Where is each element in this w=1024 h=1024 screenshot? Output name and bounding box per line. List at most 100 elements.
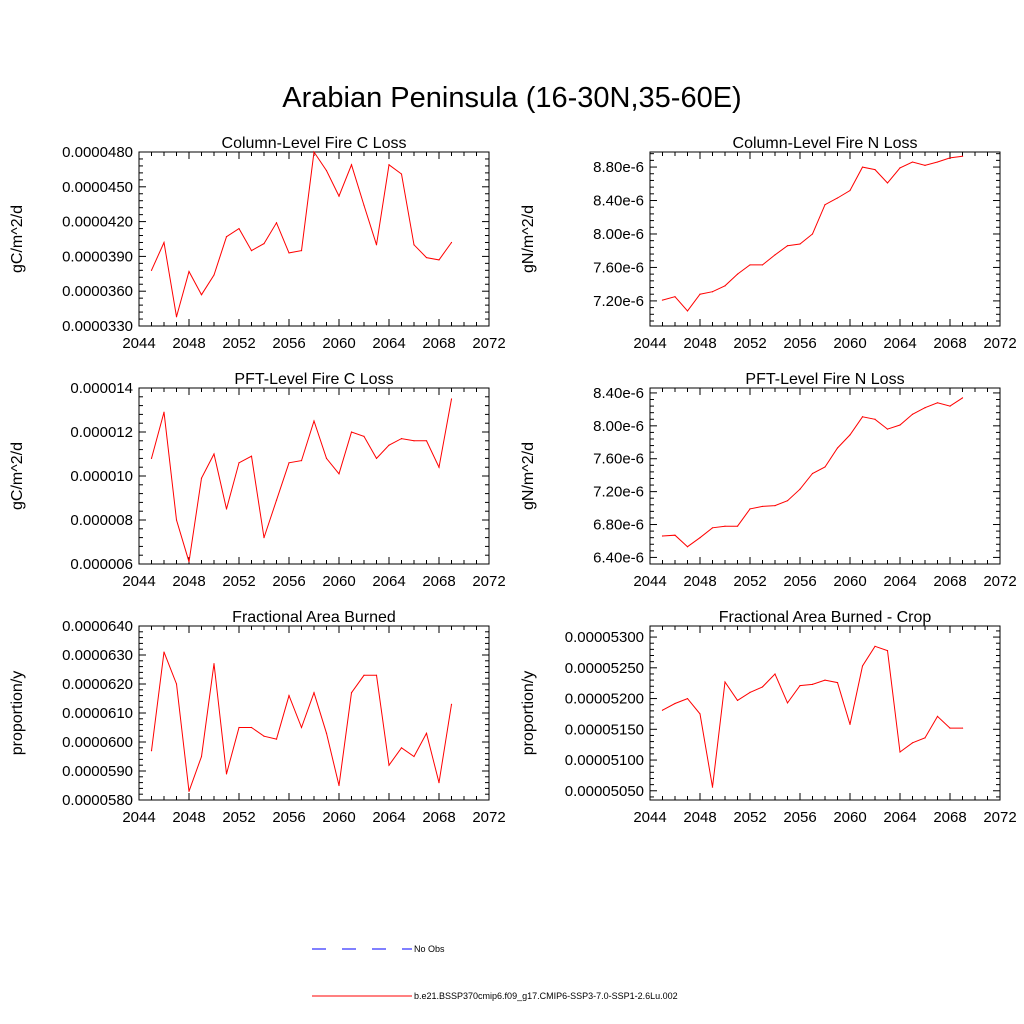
data-point — [313, 692, 315, 694]
data-point — [874, 168, 876, 171]
data-point — [300, 726, 303, 729]
data-point — [413, 244, 415, 246]
data-point — [250, 455, 253, 457]
data-point — [338, 473, 340, 475]
x-tick-label: 2068 — [933, 809, 966, 826]
y-tick-label: 0.0000420 — [62, 214, 133, 231]
x-tick-label: 2060 — [322, 335, 355, 352]
x-tick-label: 2072 — [983, 573, 1016, 590]
data-point — [438, 782, 440, 784]
data-point — [200, 755, 203, 758]
data-point — [163, 241, 165, 244]
series-line — [151, 651, 452, 792]
y-tick-label: 0.0000330 — [62, 318, 133, 335]
data-point — [911, 161, 914, 163]
data-point — [836, 197, 839, 199]
data-point — [363, 204, 365, 206]
data-point — [275, 499, 278, 501]
x-tick-label: 2068 — [422, 573, 455, 590]
x-tick-label: 2060 — [322, 573, 355, 590]
data-point — [150, 457, 153, 459]
data-point — [150, 269, 153, 271]
data-point — [263, 243, 265, 245]
y-tick-label: 0.0000640 — [62, 618, 133, 635]
data-point — [849, 189, 851, 192]
x-tick-label: 2068 — [422, 335, 455, 352]
x-tick-label: 2044 — [122, 809, 155, 826]
data-point — [761, 264, 764, 266]
data-point — [350, 164, 353, 166]
x-tick-label: 2068 — [933, 573, 966, 590]
data-point — [686, 546, 689, 548]
figure-title: Arabian Peninsula (16-30N,35-60E) — [282, 82, 741, 114]
data-point — [824, 466, 826, 468]
panels: Column-Level Fire C Loss gC/m^2/d 2044 2048… — [9, 135, 1017, 826]
data-point — [861, 665, 864, 667]
data-point — [961, 155, 964, 157]
data-point — [413, 755, 415, 758]
data-point — [724, 285, 726, 287]
x-tick-label: 2060 — [322, 809, 355, 826]
legend-obs-label: No Obs — [414, 944, 445, 954]
data-point — [225, 773, 228, 775]
y-tick-label: 0.00005050 — [565, 783, 644, 800]
data-point — [824, 204, 826, 206]
data-point — [300, 250, 303, 252]
data-point — [425, 256, 428, 259]
x-tick-label: 2072 — [983, 335, 1016, 352]
x-tick-label: 2052 — [222, 809, 255, 826]
data-point — [238, 726, 240, 729]
data-point — [263, 537, 265, 539]
x-tick-label: 2072 — [472, 573, 505, 590]
data-point — [375, 674, 378, 676]
data-point — [388, 164, 390, 166]
data-point — [899, 751, 901, 753]
data-point — [438, 466, 440, 468]
data-point — [711, 291, 714, 293]
y-tick-label: 0.000014 — [70, 380, 133, 397]
y-tick-label: 0.0000600 — [62, 734, 133, 751]
y-tick-label: 7.60e-6 — [593, 451, 644, 468]
data-point — [886, 182, 889, 184]
x-tick-label: 2056 — [272, 809, 305, 826]
data-point — [874, 418, 876, 420]
data-point — [338, 784, 340, 787]
data-point — [674, 702, 676, 705]
y-tick-label: 6.40e-6 — [593, 549, 644, 566]
data-point — [749, 691, 751, 694]
data-point — [749, 508, 751, 510]
y-tick-label: 0.00005300 — [565, 629, 644, 646]
data-point — [674, 296, 676, 298]
data-point — [388, 444, 390, 446]
data-point — [899, 167, 901, 169]
data-point — [163, 651, 165, 653]
x-tick-label: 2060 — [833, 573, 866, 590]
data-point — [200, 294, 203, 296]
chart-panel-5: Fractional Area Burned proportion/y 2044 20… — [9, 609, 506, 826]
data-point — [438, 259, 440, 261]
x-tick-label: 2048 — [683, 573, 716, 590]
data-point — [936, 715, 939, 717]
data-point — [375, 457, 378, 459]
x-tick-label: 2048 — [172, 809, 205, 826]
panel-title: Column-Level Fire N Loss — [733, 135, 918, 152]
y-tick-label: 7.60e-6 — [593, 259, 644, 276]
y-tick-label: 0.0000390 — [62, 248, 133, 265]
data-point — [736, 273, 739, 275]
data-point — [811, 683, 814, 686]
data-point — [213, 663, 215, 665]
data-point — [711, 786, 714, 788]
data-point — [450, 398, 453, 400]
data-point — [363, 674, 365, 676]
x-tick-label: 2044 — [633, 335, 666, 352]
data-point — [924, 164, 926, 166]
data-point — [188, 270, 190, 273]
y-tick-label: 0.0000480 — [62, 144, 133, 161]
y-tick-label: 0.0000580 — [62, 792, 133, 809]
panel-title: Fractional Area Burned - Crop — [719, 609, 932, 626]
series-line — [151, 398, 452, 562]
data-point — [849, 723, 851, 725]
data-point — [924, 737, 926, 739]
x-tick-label: 2056 — [272, 335, 305, 352]
